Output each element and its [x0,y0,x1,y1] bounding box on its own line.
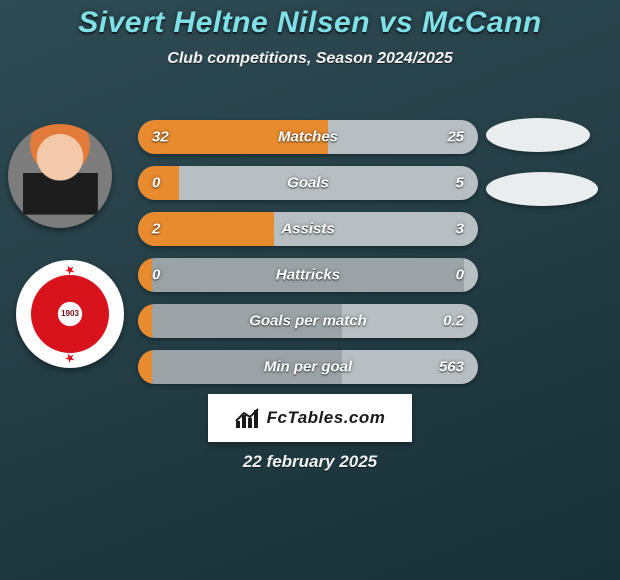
stat-bar: 563 Min per goal [138,350,478,384]
bar-fill-right [464,258,478,292]
stat-bar: 0.2 Goals per match [138,304,478,338]
bar-fill-left [138,350,152,384]
bar-label: Min per goal [264,359,352,376]
bar-fill-left [138,304,152,338]
player-avatar-left [8,124,112,228]
side-oval-bottom [486,172,598,206]
page-title: Sivert Heltne Nilsen vs McCann [78,6,541,40]
fctables-text: FcTables.com [267,408,386,428]
club-badge-year: 1903 [61,310,79,318]
stat-bar: 0 0 Hattricks [138,258,478,292]
bar-label: Hattricks [276,267,340,284]
side-oval-top [486,118,590,152]
stat-bars: 32 25 Matches 0 5 Goals 2 3 Assists 0 0 Hattricks 0.… [138,120,478,396]
bar-fill-left [138,258,152,292]
stat-bar: 32 25 Matches [138,120,478,154]
bar-value-right: 563 [439,359,464,376]
bar-value-left: 0 [152,267,160,284]
bar-value-right: 25 [447,129,464,146]
bar-value-left: 32 [152,129,169,146]
bar-value-right: 5 [456,175,464,192]
bar-value-left: 2 [152,221,160,238]
stat-bar: 0 5 Goals [138,166,478,200]
bar-value-right: 3 [456,221,464,238]
date-label: 22 february 2025 [243,452,377,472]
content-root: Sivert Heltne Nilsen vs McCann Club comp… [0,0,620,580]
bar-label: Goals per match [249,313,367,330]
bar-value-left: 0 [152,175,160,192]
club-badge: 1903 [16,260,124,368]
club-badge-ring: 1903 [31,275,109,353]
bar-label: Assists [281,221,334,238]
bar-value-right: 0 [456,267,464,284]
bars-icon [235,407,261,429]
page-subtitle: Club competitions, Season 2024/2025 [167,50,452,68]
bar-value-right: 0.2 [443,313,464,330]
bar-label: Matches [278,129,338,146]
bar-label: Goals [287,175,329,192]
stat-bar: 2 3 Assists [138,212,478,246]
avatar-image [8,124,112,228]
fctables-logo: FcTables.com [208,394,412,442]
